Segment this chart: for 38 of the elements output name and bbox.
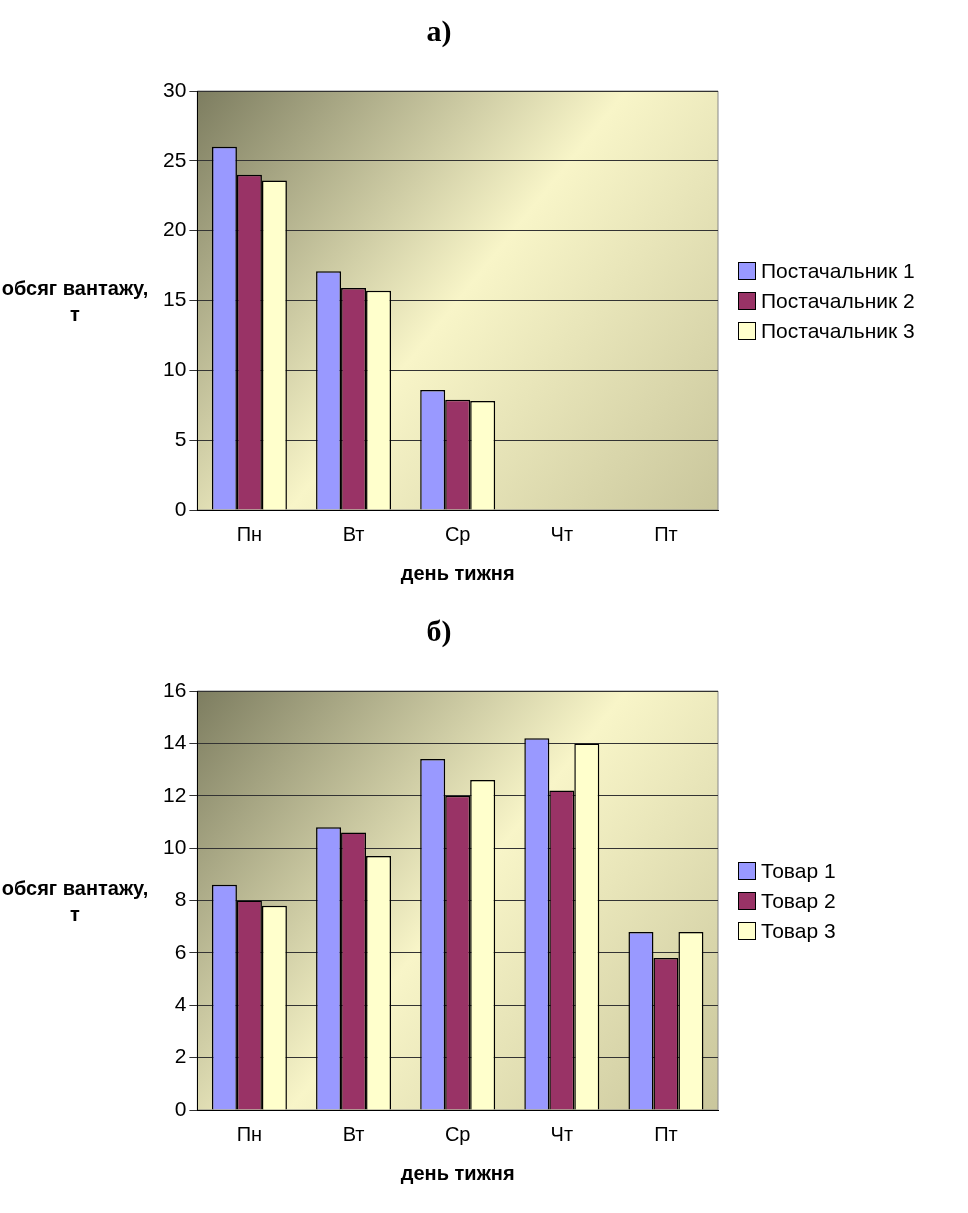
y-axis-title: обсяг вантажу, т — [0, 875, 150, 927]
y-tick-label: 12 — [163, 782, 187, 806]
chart-title: а) — [426, 13, 452, 48]
legend-label: Постачальник 2 — [761, 288, 915, 313]
y-tick-label: 8 — [174, 887, 187, 911]
y-tick-label: 16 — [163, 677, 187, 701]
x-tick-label: Вт — [342, 1122, 365, 1145]
y-tick-label: 10 — [163, 357, 187, 381]
legend-label: Товар 3 — [761, 918, 836, 943]
x-axis-title: день тижня — [400, 1161, 515, 1184]
y-tick-label: 10 — [163, 834, 187, 858]
y-tick-label: 0 — [174, 496, 187, 520]
x-tick-label: Чт — [550, 1122, 574, 1145]
y-tick-label: 30 — [163, 77, 187, 101]
legend-label: Товар 1 — [761, 858, 836, 883]
y-tick-label: 6 — [174, 939, 187, 963]
y-tick-label: 15 — [163, 287, 187, 311]
legend-label: Товар 2 — [761, 888, 836, 913]
y-axis-title: обсяг вантажу, т — [0, 275, 150, 327]
y-tick-label: 20 — [163, 217, 187, 241]
x-axis-title: день тижня — [400, 561, 515, 584]
x-tick-label: Пт — [654, 1122, 678, 1145]
y-tick-label: 2 — [174, 1044, 187, 1068]
chart-title: б) — [426, 613, 452, 648]
x-tick-label: Пт — [654, 522, 678, 545]
legend-label: Постачальник 1 — [761, 258, 915, 283]
y-tick-label: 4 — [174, 992, 187, 1016]
x-tick-label: Пн — [236, 1122, 263, 1145]
x-tick-label: Пн — [236, 522, 263, 545]
y-tick-label: 14 — [163, 730, 187, 754]
y-tick-label: 25 — [163, 147, 187, 171]
x-tick-label: Вт — [342, 522, 365, 545]
x-tick-label: Ср — [444, 522, 471, 545]
x-tick-label: Ср — [444, 1122, 471, 1145]
legend-label: Постачальник 3 — [761, 318, 915, 343]
y-tick-label: 5 — [174, 426, 187, 450]
x-tick-label: Чт — [550, 522, 574, 545]
y-tick-label: 0 — [174, 1096, 187, 1120]
